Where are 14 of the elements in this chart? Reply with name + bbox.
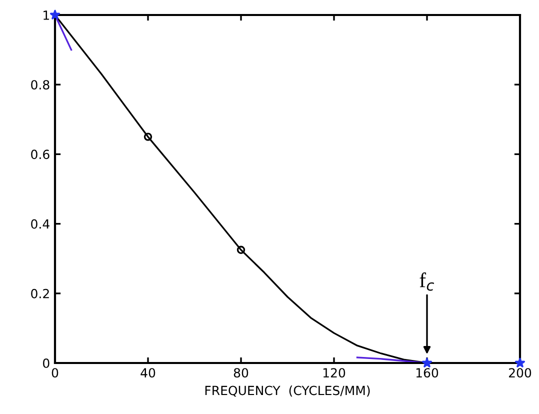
y-tick-label: 0.2 [31,288,49,298]
y-tick-label: 0 [43,358,50,368]
y-tick-label: 0.6 [31,150,50,160]
x-tick-label: 40 [140,368,156,378]
x-tick-label: 160 [416,368,438,378]
x-axis-title: FREQUENCY (CYCLES/MM) [205,386,370,397]
x-tick-label: 80 [234,368,248,378]
annotation: f$_{c}$ [420,272,434,291]
y-tick-label: 0.4 [31,219,50,229]
x-tick-label: 120 [323,368,346,378]
y-tick-label: 1 [44,10,49,20]
y-tick-label: 0.8 [31,80,50,90]
x-tick-label: 0 [52,368,58,378]
x-tick-label: 200 [508,368,532,378]
